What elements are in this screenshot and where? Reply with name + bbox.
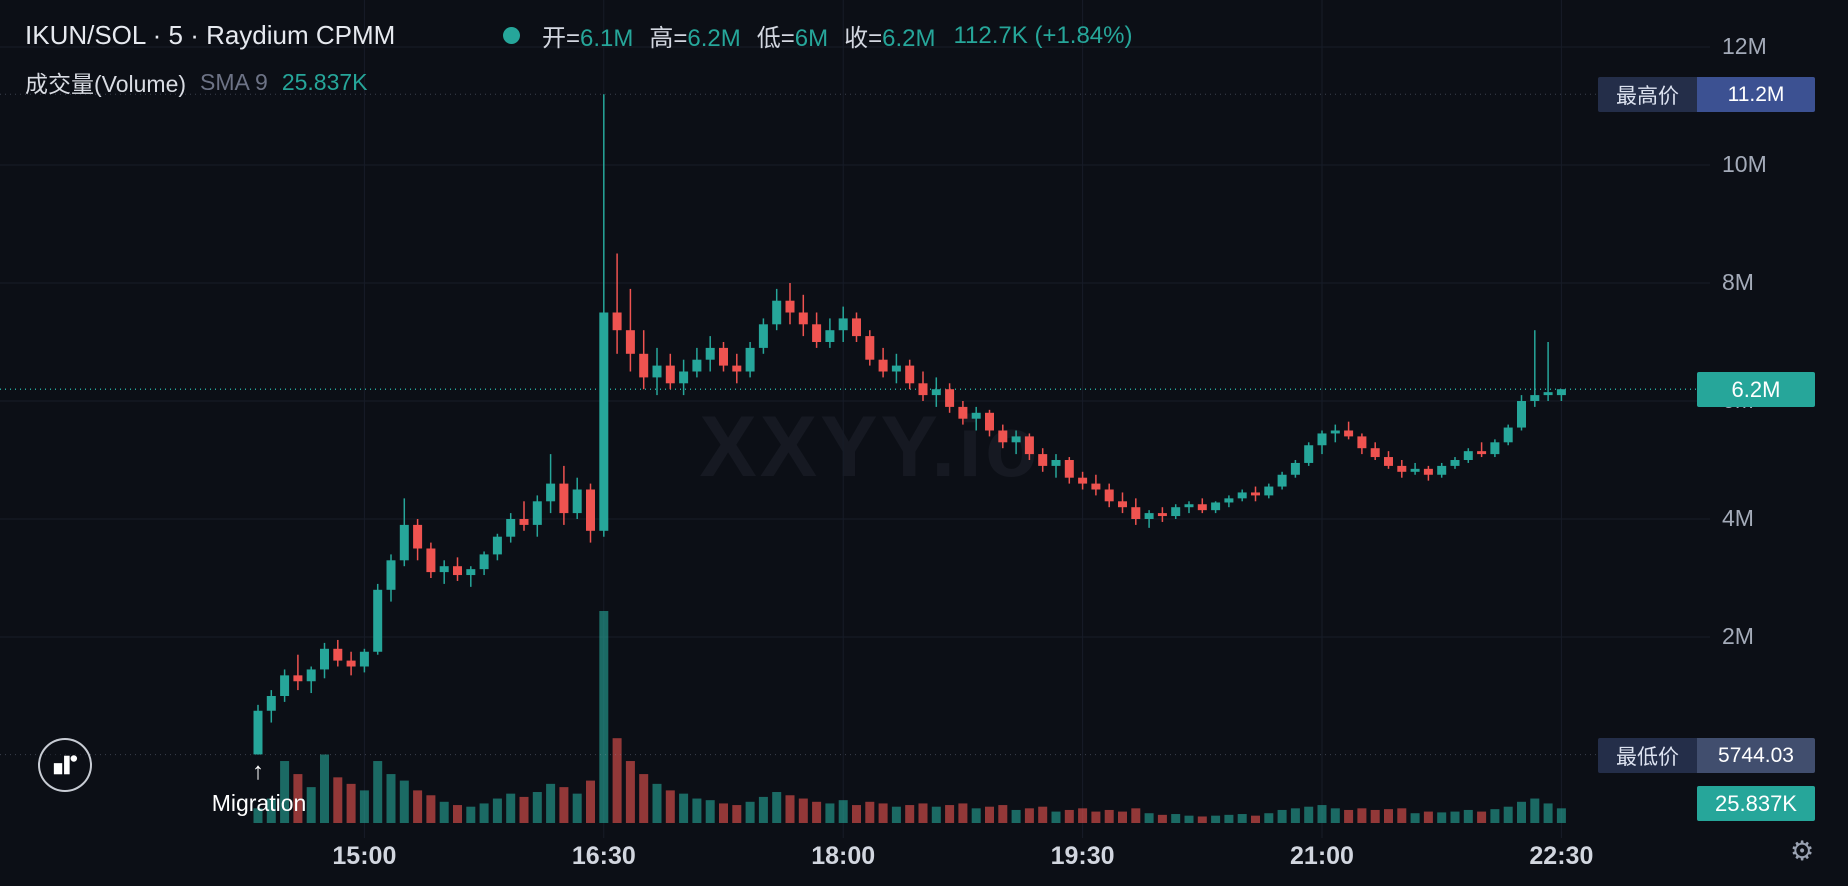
- time-tick-label: 19:30: [1050, 842, 1115, 870]
- migration-annotation: Migration: [211, 790, 307, 816]
- ohlc-values: 开=6.1M 高=6.2M 低=6M 收=6.2M: [542, 18, 935, 53]
- time-tick-label: 15:00: [332, 842, 397, 870]
- session-high-badge: 最高价 11.2M: [1598, 77, 1815, 112]
- ohlc-close: 收=6.2M: [844, 18, 935, 53]
- volume-bars: [253, 611, 1566, 823]
- ohlc-open: 开=6.1M: [542, 18, 633, 53]
- ohlc-open-value: 6.1M: [580, 25, 634, 52]
- session-low-label: 最低价: [1598, 738, 1697, 773]
- settings-gear-icon[interactable]: ⚙: [1790, 836, 1815, 866]
- time-tick-label: 22:30: [1529, 842, 1594, 870]
- session-low-badge: 最低价 5744.03: [1598, 738, 1815, 773]
- price-tick-label: 2M: [1722, 623, 1754, 649]
- ohlc-open-label: 开=: [542, 25, 581, 52]
- ohlc-close-label: 收=: [844, 25, 883, 52]
- price-tick-label: 8M: [1722, 269, 1754, 295]
- price-tick-label: 12M: [1722, 33, 1767, 59]
- time-tick-label: 18:00: [811, 842, 876, 870]
- last-price-value: 6.2M: [1731, 376, 1781, 402]
- price-change: 112.7K (+1.84%): [953, 21, 1133, 49]
- price-tick-label: 10M: [1722, 151, 1767, 177]
- time-tick-label: 16:30: [571, 842, 636, 870]
- current-volume-badge: 25.837K: [1697, 786, 1815, 821]
- current-volume-value: 25.837K: [1715, 790, 1797, 816]
- volume-sma-value: 25.837K: [281, 68, 368, 95]
- ohlc-high-value: 6.2M: [687, 25, 741, 52]
- price-level-lines: [0, 93, 1710, 756]
- market-status-dot-icon: [503, 27, 520, 44]
- price-tick-label: 4M: [1722, 505, 1754, 531]
- legend-row-symbol: IKUN/SOL · 5 · Raydium CPMM 开=6.1M 高=6.2…: [25, 18, 1133, 53]
- ohlc-low-value: 6M: [794, 25, 829, 52]
- volume-indicator-label[interactable]: 成交量(Volume): [25, 71, 187, 97]
- last-price-badge: 6.2M: [1697, 372, 1815, 407]
- ohlc-high: 高=6.2M: [649, 18, 740, 53]
- ohlc-high-label: 高=: [649, 25, 688, 52]
- volume-sma-label: SMA 9: [200, 68, 268, 95]
- session-high-value: 11.2M: [1697, 77, 1815, 112]
- candles: [253, 94, 1566, 755]
- session-high-label: 最高价: [1598, 77, 1697, 112]
- ohlc-close-value: 6.2M: [882, 25, 936, 52]
- session-low-value: 5744.03: [1697, 738, 1815, 773]
- tradingview-logo-icon[interactable]: [38, 738, 92, 792]
- ohlc-low: 低=6M: [757, 18, 828, 53]
- legend-row-volume: 成交量(Volume) SMA 9 25.837K: [25, 65, 1133, 99]
- time-tick-label: 21:00: [1290, 842, 1354, 870]
- tradingview-logo-glyph: [53, 755, 78, 775]
- symbol-title[interactable]: IKUN/SOL · 5 · Raydium CPMM: [25, 20, 396, 50]
- migration-arrow-icon: ↑: [252, 758, 264, 785]
- chart-legend: IKUN/SOL · 5 · Raydium CPMM 开=6.1M 高=6.2…: [25, 18, 1133, 99]
- ohlc-low-label: 低=: [756, 25, 795, 52]
